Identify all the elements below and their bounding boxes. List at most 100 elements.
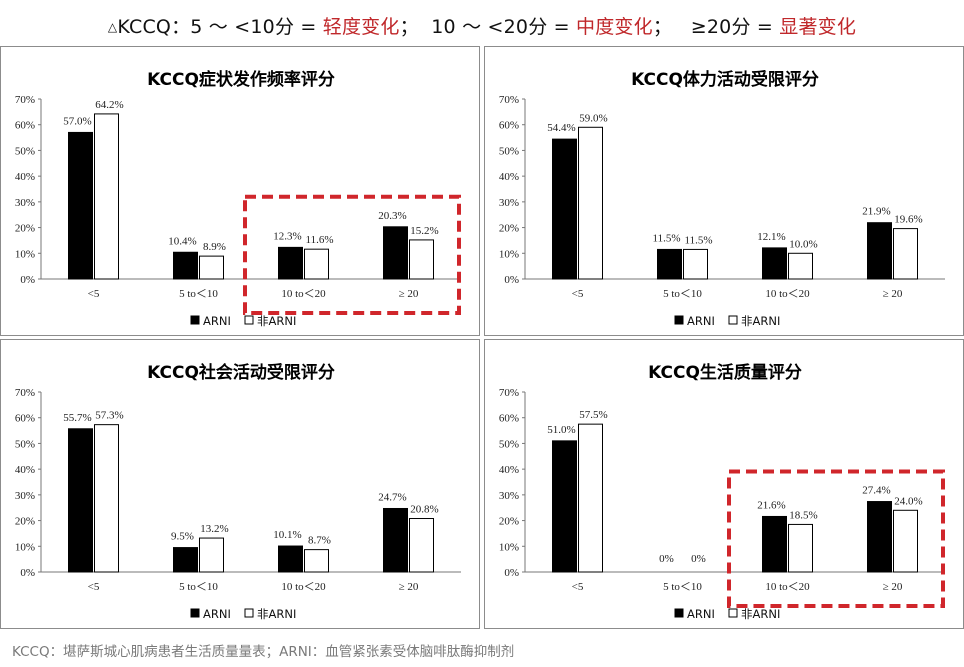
legend-swatch-arni [674,315,684,325]
legend-label-arni: ARNI [203,607,231,621]
bar-non-arni [199,537,224,573]
data-label: 0% [659,553,674,565]
data-label: 11.5% [684,234,712,246]
data-label: 21.6% [757,499,785,511]
header-seg-moderate: 10 ～ <20分 = [431,16,577,38]
chart-title: KCCQ症状发作频率评分 [147,69,335,90]
data-label: 11.5% [652,232,680,244]
data-label: 8.9% [203,241,226,253]
footer-note: KCCQ：堪萨斯城心肌病患者生活质量量表；ARNI：血管紧张素受体脑啡肽酶抑制剂 [12,644,515,660]
triangle-icon: △ [107,20,118,34]
legend-swatch-non-arni [728,315,738,325]
chart-title: KCCQ体力活动受限评分 [631,69,819,90]
y-tick-label: 20% [15,223,35,235]
y-tick-label: 10% [499,248,519,260]
y-tick-label: 10% [15,541,35,553]
legend-label-non-arni: 非ARNI [257,314,296,328]
header-seg-mild: 5 ～ <10分 = [190,16,323,38]
x-tick-label: ≥ 20 [883,288,903,300]
legend-swatch-non-arni [244,315,254,325]
legend-label-non-arni: 非ARNI [741,607,780,621]
data-label: 19.6% [894,214,922,226]
y-tick-label: 50% [15,145,35,157]
bar-arni [173,547,198,573]
y-tick-label: 0% [20,567,35,579]
bar-non-arni [893,228,918,280]
data-label: 21.9% [862,206,890,218]
data-label: 8.7% [308,535,331,547]
chart-title: KCCQ生活质量评分 [648,362,802,383]
bar-non-arni [409,239,434,280]
y-tick-label: 70% [15,94,35,106]
legend-label-arni: ARNI [687,314,715,328]
y-tick-label: 60% [15,120,35,132]
y-tick-label: 0% [504,567,519,579]
chart-svg: KCCQ社会活动受限评分 0% 10% 20% 30% 40% 50% 60% 70% 55.7%… [15,362,461,621]
y-tick-label: 20% [15,516,35,528]
header-sep-2: ； [652,16,691,38]
legend-label-non-arni: 非ARNI [741,314,780,328]
x-tick-label: 5 to＜10 [179,581,218,593]
legend-label-arni: ARNI [203,314,231,328]
y-tick-label: 10% [15,248,35,260]
chart-title: KCCQ社会活动受限评分 [147,362,335,383]
bar-non-arni [788,252,813,280]
bar-non-arni [199,255,224,280]
y-tick-label: 60% [499,413,519,425]
bar-non-arni [683,248,708,280]
legend-label-non-arni: 非ARNI [257,607,296,621]
chart-panel-symptom-frequency: KCCQ症状发作频率评分 0% 10% 20% 30% 40% 50% 60% 70% 57.0%… [0,46,480,336]
y-tick-label: 70% [15,387,35,399]
header-moderate-label: 中度变化 [576,16,653,38]
y-tick-label: 0% [20,274,35,286]
chart-svg: KCCQ症状发作频率评分 0% 10% 20% 30% 40% 50% 60% 70% 57.0%… [15,69,461,328]
data-label: 9.5% [171,531,194,543]
data-label: 24.0% [894,495,922,507]
bar-non-arni [94,113,119,280]
y-tick-label: 50% [499,145,519,157]
data-label: 57.5% [579,409,607,421]
legend-swatch-non-arni [728,608,738,618]
bar-non-arni [893,509,918,573]
y-tick-label: 30% [15,197,35,209]
bar-arni [762,515,787,573]
x-tick-label: 5 to＜10 [663,288,702,300]
header-banner: △KCCQ：5 ～ <10分 = 轻度变化； 10 ～ <20分 = 中度变化；… [0,0,964,46]
data-label: 0% [691,553,706,565]
bar-arni [278,246,303,280]
chart-svg: KCCQ生活质量评分 0% 10% 20% 30% 40% 50% 60% 70% 51.0% 57… [499,362,945,621]
data-label: 10.1% [273,529,301,541]
bar-arni [762,247,787,280]
x-tick-label: 10 to＜20 [765,581,810,593]
y-tick-label: 70% [499,94,519,106]
x-tick-label: 5 to＜10 [663,581,702,593]
bar-non-arni [578,126,603,280]
data-label: 64.2% [95,99,123,111]
x-tick-label: 10 to＜20 [281,581,326,593]
highlight-box [727,469,945,608]
bar-non-arni [304,549,329,573]
data-label: 12.3% [273,230,301,242]
data-label: 10.0% [789,238,817,250]
y-tick-label: 40% [499,464,519,476]
y-tick-label: 40% [499,171,519,183]
y-tick-label: 0% [504,274,519,286]
bar-arni [657,248,682,280]
bar-non-arni [94,424,119,573]
legend-label-arni: ARNI [687,607,715,621]
chart-panel-physical-limitation: KCCQ体力活动受限评分 0% 10% 20% 30% 40% 50% 60% 70% 54.4%… [484,46,964,336]
bar-arni [552,138,577,280]
header-sep-1: ； [399,16,432,38]
x-tick-label: 5 to＜10 [179,288,218,300]
y-tick-label: 60% [499,120,519,132]
bar-arni [867,222,892,280]
bar-arni [68,131,93,280]
x-tick-label: <5 [572,288,584,300]
y-tick-label: 20% [499,516,519,528]
x-tick-label: 10 to＜20 [281,288,326,300]
data-label: 24.7% [378,491,406,503]
y-tick-label: 50% [499,438,519,450]
data-label: 59.0% [579,112,607,124]
bar-non-arni [409,518,434,573]
x-tick-label: <5 [88,288,100,300]
